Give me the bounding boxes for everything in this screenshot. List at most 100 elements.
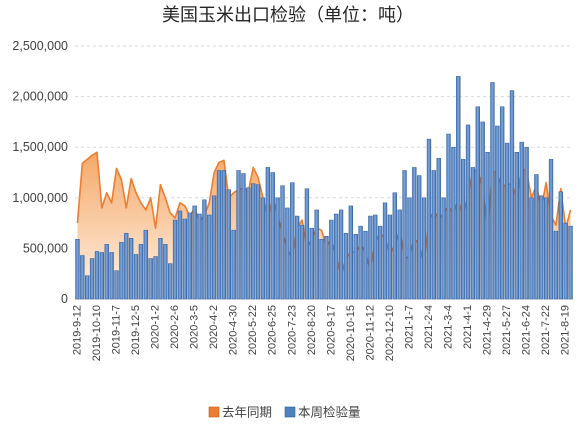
bar-72 — [426, 138, 432, 300]
bar-3 — [89, 258, 95, 300]
x-tick-label-32: 2020-4-30 — [228, 305, 240, 355]
y-tick-label-0: 0 — [61, 292, 68, 306]
bar-56 — [348, 205, 354, 300]
bar-4 — [94, 251, 100, 300]
bar-35 — [246, 187, 251, 300]
bar-94 — [534, 174, 539, 300]
bar-39 — [265, 167, 271, 300]
x-tick-label-72: 2021-2-4 — [423, 305, 435, 349]
bar-65 — [392, 192, 397, 300]
legend-item-last-year: 去年同期 — [208, 405, 272, 420]
legend-item-this-week: 本周检验量 — [284, 405, 361, 420]
bar-59 — [363, 230, 368, 300]
bar-74 — [436, 158, 441, 300]
y-axis-tick-labels: 0 500,000 1,000,000 1,500,000 2,000,000 2,500… — [12, 39, 68, 306]
bar-52 — [329, 219, 334, 300]
bar-28 — [211, 195, 217, 300]
x-tick-label-28: 2020-4-2 — [208, 305, 220, 349]
x-tick-label-68: 2021-1-7 — [403, 305, 415, 349]
x-tick-label-56: 2020-10-15 — [345, 305, 357, 361]
legend: 去年同期 本周检验量 — [208, 405, 361, 420]
bar-66 — [397, 209, 402, 300]
bar-100 — [563, 222, 568, 300]
bar-81 — [470, 167, 476, 300]
bar-27 — [207, 214, 212, 300]
x-tick-label-8: 2019-11-7 — [111, 305, 123, 354]
bar-13 — [138, 244, 144, 300]
bar-54 — [338, 209, 344, 300]
x-tick-label-60: 2020-11-12 — [364, 305, 376, 360]
bar-90 — [514, 152, 520, 300]
x-tick-label-0: 2019-9-12 — [71, 305, 83, 355]
bar-57 — [353, 233, 358, 300]
bar-93 — [529, 197, 534, 300]
bar-31 — [226, 189, 231, 300]
bar-46 — [299, 224, 305, 300]
x-tick-label-64: 2020-12-10 — [384, 305, 396, 361]
bar-91 — [519, 141, 524, 300]
bar-47 — [304, 188, 310, 300]
bar-45 — [294, 215, 300, 300]
bar-62 — [377, 225, 383, 300]
bar-9 — [119, 242, 124, 300]
bar-26 — [202, 199, 207, 300]
bar-15 — [148, 258, 153, 300]
bar-89 — [509, 90, 515, 300]
bar-77 — [451, 146, 456, 300]
x-axis-tick-labels: 2019-9-12 2019-10-10 2019-11-7 2019-12-5 202… — [71, 305, 571, 361]
bar-53 — [334, 213, 339, 300]
bar-86 — [495, 125, 500, 300]
bar-58 — [358, 225, 363, 300]
bar-2 — [85, 275, 90, 300]
x-tick-label-88: 2021-5-27 — [501, 305, 513, 355]
bar-19 — [168, 263, 173, 300]
x-tick-label-48: 2020-8-20 — [306, 305, 318, 355]
bar-87 — [500, 106, 505, 300]
bar-23 — [187, 212, 192, 300]
bar-41 — [275, 197, 280, 300]
bar-85 — [490, 82, 495, 300]
y-tick-label-5: 2,500,000 — [12, 39, 68, 53]
x-tick-label-76: 2021-3-4 — [443, 305, 455, 349]
y-tick-label-4: 2,000,000 — [12, 90, 68, 104]
x-tick-label-40: 2020-6-25 — [267, 305, 279, 355]
bar-82 — [475, 106, 480, 300]
x-tick-label-4: 2019-10-10 — [91, 305, 103, 361]
bar-0 — [75, 239, 80, 300]
x-tick-label-36: 2020-5-22 — [247, 305, 259, 355]
bar-24 — [192, 205, 197, 300]
bar-97 — [548, 159, 554, 300]
bar-51 — [324, 236, 329, 300]
bar-16 — [153, 256, 158, 300]
x-tick-label-44: 2020-7-23 — [286, 305, 298, 355]
x-tick-label-52: 2020-9-17 — [325, 305, 337, 355]
bar-49 — [314, 209, 319, 300]
bar-12 — [133, 254, 139, 300]
bar-60 — [368, 215, 373, 300]
bar-68 — [407, 197, 412, 300]
bar-34 — [241, 173, 246, 300]
bar-21 — [177, 210, 183, 300]
bar-10 — [124, 232, 129, 300]
x-tick-label-20: 2020-2-6 — [169, 305, 181, 349]
bar-64 — [387, 214, 393, 300]
x-tick-label-24: 2020-3-5 — [189, 305, 201, 349]
bar-22 — [182, 218, 188, 300]
x-tick-label-96: 2021-7-22 — [540, 305, 552, 355]
bar-71 — [421, 197, 427, 300]
bar-37 — [255, 184, 261, 300]
bar-8 — [114, 270, 119, 300]
x-tick-label-84: 2021-4-29 — [482, 305, 494, 355]
x-tick-label-16: 2020-1-2 — [150, 305, 162, 349]
bar-32 — [231, 229, 236, 300]
bar-69 — [412, 167, 417, 300]
x-tick-label-80: 2021-4-1 — [462, 305, 474, 349]
bar-84 — [485, 152, 490, 300]
bar-36 — [251, 183, 256, 300]
y-tick-label-3: 1,500,000 — [12, 140, 68, 154]
x-tick-label-100: 2021-8-19 — [560, 305, 572, 355]
bar-6 — [104, 244, 109, 300]
bar-50 — [319, 239, 324, 300]
bar-80 — [465, 124, 471, 300]
